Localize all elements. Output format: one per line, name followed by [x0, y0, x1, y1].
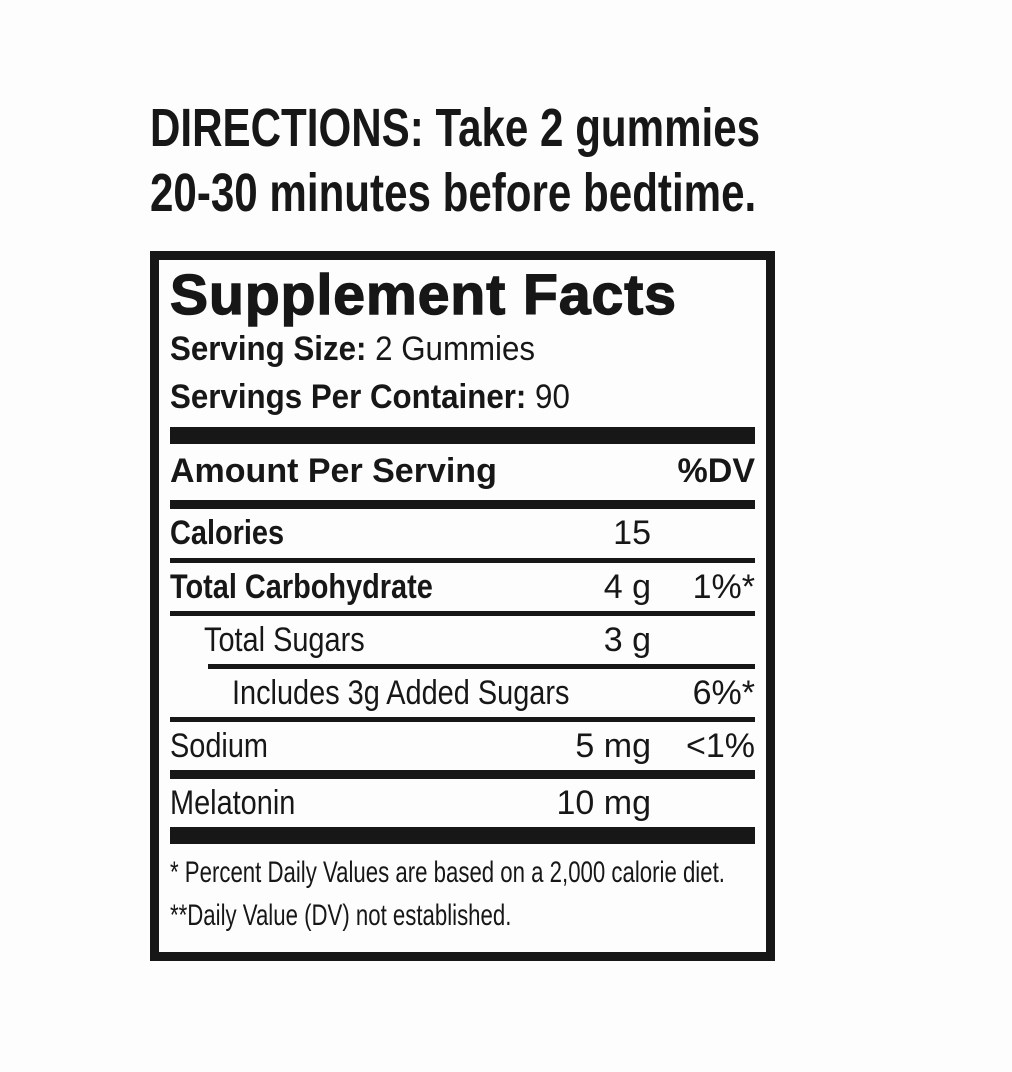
servings-per-container-line: Servings Per Container: 90 [170, 374, 755, 422]
table-header-row: Amount Per Serving %DV [170, 444, 755, 500]
nutrient-dv: 6%* [692, 673, 755, 712]
nutrient-row-total-carbohydrate: Total Carbohydrate 4 g 1%* [170, 563, 755, 611]
nutrient-name: Total Sugars [204, 620, 365, 659]
divider-thick-top [170, 427, 755, 445]
nutrient-name: Total Carbohydrate [170, 567, 433, 606]
directions-text: DIRECTIONS: Take 2 gummies 20-30 minutes… [150, 96, 932, 226]
divider-thin [170, 716, 755, 722]
divider-medium-sodium [170, 769, 755, 779]
divider-thick-bottom [170, 826, 755, 844]
nutrient-name: Melatonin [170, 783, 296, 822]
nutrient-name: Includes 3g Added Sugars [232, 673, 570, 712]
footnote-daily-values: * Percent Daily Values are based on a 2,… [170, 855, 725, 889]
divider-thin [170, 557, 755, 563]
divider-thin [170, 610, 755, 616]
percent-dv-header: %DV [677, 452, 755, 491]
footnote-dv-not-established: **Daily Value (DV) not established. [170, 898, 512, 932]
nutrient-amount: 3 g [603, 620, 651, 659]
supplement-facts-panel: Supplement Facts Serving Size: 2 Gummies… [150, 251, 775, 961]
directions-line-1: DIRECTIONS: Take 2 gummies [150, 98, 761, 158]
amount-per-serving-header: Amount Per Serving [170, 452, 497, 491]
nutrient-row-added-sugars: Includes 3g Added Sugars 6%* [170, 669, 755, 717]
serving-size-value: 2 Gummies [375, 330, 536, 369]
nutrient-name: Sodium [170, 726, 268, 765]
nutrient-dv: <1% [686, 726, 755, 765]
servings-per-container-value: 90 [535, 377, 570, 416]
footnotes: * Percent Daily Values are based on a 2,… [170, 844, 755, 937]
nutrient-amount: 15 [613, 514, 651, 553]
nutrient-dv: 1%* [692, 567, 755, 606]
directions-line-2: 20-30 minutes before bedtime. [150, 162, 757, 223]
panel-title: Supplement Facts [169, 263, 677, 327]
nutrient-amount: 4 g [603, 567, 651, 606]
serving-size-label: Serving Size: [170, 330, 367, 369]
nutrient-amount: 5 mg [575, 726, 651, 765]
nutrient-row-melatonin: Melatonin 10 mg [170, 779, 755, 827]
servings-per-container-label: Servings Per Container: [170, 377, 527, 416]
nutrient-amount: 10 mg [556, 783, 652, 822]
nutrient-row-total-sugars: Total Sugars 3 g [170, 616, 755, 664]
divider-thin-indented [208, 663, 755, 669]
divider-medium-header [170, 500, 755, 510]
serving-size-line: Serving Size: 2 Gummies [170, 326, 755, 374]
nutrient-name: Calories [170, 514, 285, 553]
nutrient-row-calories: Calories 15 [170, 509, 755, 557]
nutrient-row-sodium: Sodium 5 mg <1% [170, 722, 755, 770]
